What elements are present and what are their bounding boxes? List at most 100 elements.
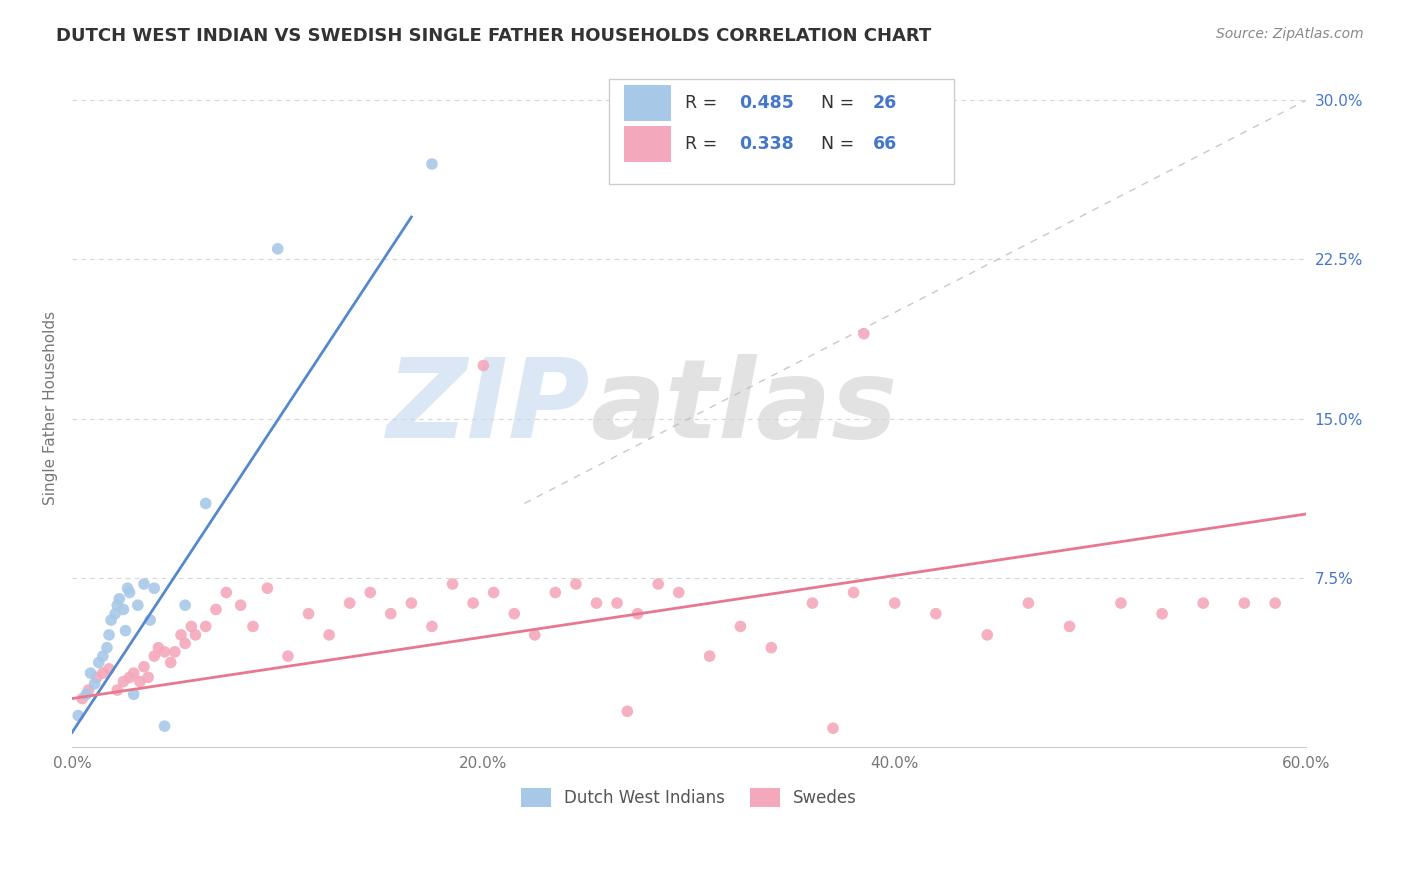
Point [112,602,135,616]
Point [277,649,299,664]
Text: 0.485: 0.485 [740,95,794,112]
Point [122,687,145,701]
Text: R =: R = [685,95,723,112]
Point [148,640,170,655]
Point [153,719,176,733]
Point [256,581,278,595]
Point [117,581,139,595]
Point [699,649,721,664]
Point [91,666,114,681]
Point [77,683,100,698]
Point [194,619,217,633]
Point [100,613,122,627]
Point [730,619,752,633]
Point [318,628,340,642]
Point [118,585,141,599]
Point [852,326,875,341]
Point [472,359,495,373]
Point [104,607,127,621]
Point [96,640,118,655]
Point [132,577,155,591]
Point [565,577,588,591]
Point [606,596,628,610]
Text: ZIP: ZIP [387,354,591,461]
Text: Source: ZipAtlas.com: Source: ZipAtlas.com [1216,27,1364,41]
Point [420,619,443,633]
Point [163,645,186,659]
Point [122,666,145,681]
Point [118,670,141,684]
Point [114,624,136,638]
Point [1109,596,1132,610]
Point [67,708,90,723]
Point [1059,619,1081,633]
Point [112,674,135,689]
Point [668,585,690,599]
Point [91,649,114,664]
Point [83,676,105,690]
Point [215,585,238,599]
Point [297,607,319,621]
Point [1264,596,1286,610]
Text: 66: 66 [873,135,897,153]
Point [380,607,402,621]
Point [205,602,228,616]
Point [544,585,567,599]
Point [461,596,484,610]
FancyBboxPatch shape [624,127,671,161]
Point [616,704,638,718]
Point [242,619,264,633]
Point [139,613,162,627]
Point [180,619,202,633]
Point [72,691,94,706]
Point [79,666,101,681]
Point [883,596,905,610]
FancyBboxPatch shape [609,78,955,184]
Text: atlas: atlas [591,354,897,461]
Point [153,645,176,659]
Point [128,674,150,689]
Text: DUTCH WEST INDIAN VS SWEDISH SINGLE FATHER HOUSEHOLDS CORRELATION CHART: DUTCH WEST INDIAN VS SWEDISH SINGLE FATH… [56,27,932,45]
Point [1017,596,1039,610]
Point [1152,607,1174,621]
Point [75,687,97,701]
Point [194,496,217,510]
Text: 0.338: 0.338 [740,135,794,153]
Point [976,628,998,642]
Point [1192,596,1215,610]
Point [170,628,193,642]
Point [482,585,505,599]
Point [98,628,121,642]
Point [925,607,948,621]
FancyBboxPatch shape [624,86,671,120]
Point [821,721,844,735]
Point [105,683,128,698]
Text: R =: R = [685,135,723,153]
Point [87,656,110,670]
Point [761,640,783,655]
Point [801,596,824,610]
Point [266,242,288,256]
Point [503,607,526,621]
Point [401,596,423,610]
Point [184,628,207,642]
Point [132,659,155,673]
Point [842,585,865,599]
Y-axis label: Single Father Households: Single Father Households [44,311,58,505]
Point [136,670,159,684]
Text: N =: N = [821,135,860,153]
Point [523,628,546,642]
Point [1233,596,1256,610]
Point [585,596,607,610]
Point [339,596,361,610]
Point [159,656,181,670]
Point [229,598,252,612]
Point [647,577,669,591]
Point [626,607,648,621]
Point [420,157,443,171]
Text: 26: 26 [873,95,897,112]
Point [143,581,166,595]
Point [108,591,131,606]
Point [359,585,381,599]
Text: N =: N = [821,95,860,112]
